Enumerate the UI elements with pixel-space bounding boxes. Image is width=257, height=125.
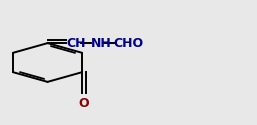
Text: CHO: CHO [114,37,144,50]
Text: NH: NH [91,37,112,50]
Text: CH: CH [66,37,86,50]
Text: O: O [79,97,89,110]
